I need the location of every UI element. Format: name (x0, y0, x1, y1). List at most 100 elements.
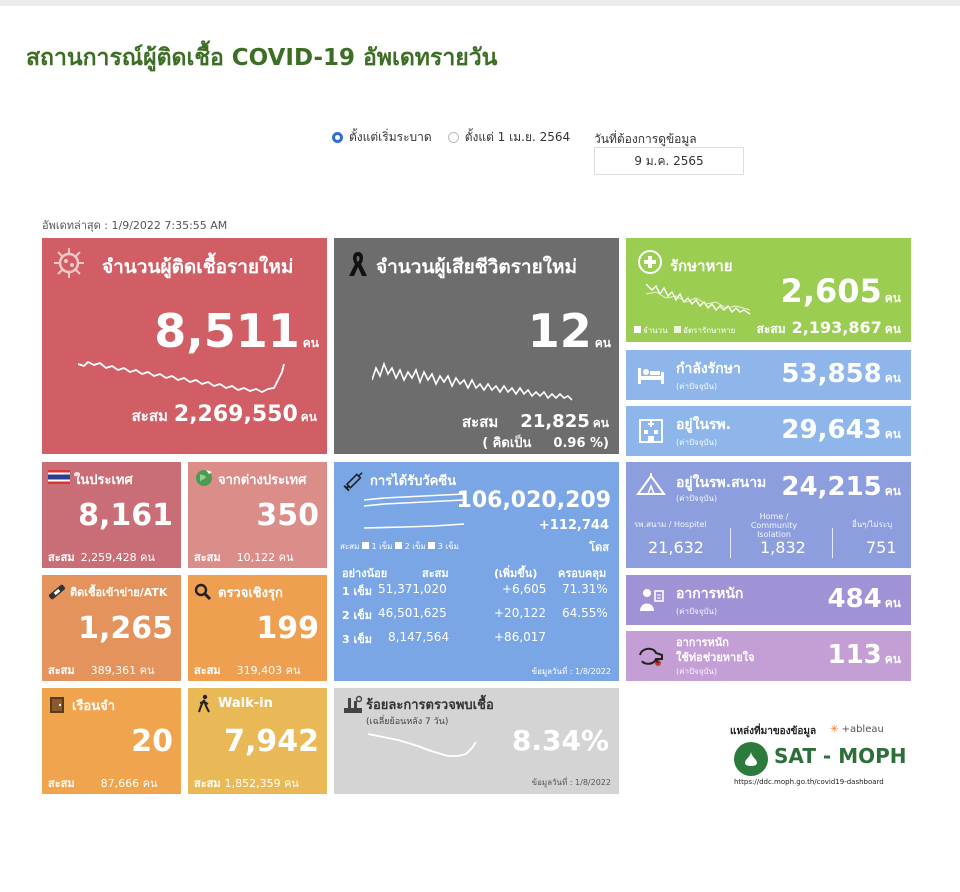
vaccine-legend-prefix: สะสม (340, 542, 360, 551)
active-search-cum-value: 319,403 (236, 664, 283, 677)
radio-selected-icon (332, 132, 343, 143)
recovered-tile: รักษาหาย 2,605 คน จำนวน อัตรารักษาหาย สะส… (626, 238, 911, 342)
positivity-note: ข้อมูลวันที่ : 1/8/2022 (531, 778, 611, 787)
positivity-sub: (เฉลี่ยย้อนหลัง 7 วัน) (366, 717, 449, 727)
search-icon (194, 583, 212, 601)
vaccine-legend: สะสม 1 เข็ม 2 เข็ม 3 เข็ม (340, 540, 459, 553)
radio-since-outbreak-label: ตั้งแต่เริ่มระบาด (349, 130, 432, 144)
vaccine-row-cum: 8,147,564 (388, 630, 450, 644)
new-deaths-value: 12 (527, 304, 592, 358)
imported-label: จากต่างประเทศ (218, 473, 307, 488)
positivity-sparkline (368, 728, 478, 764)
field-hospital-unit: คน (884, 484, 901, 498)
vaccine-legend-1: 1 เข็ม (371, 542, 393, 551)
new-deaths-rate-row: ( คิดเป็น 0.96 %) (482, 432, 609, 453)
prison-cum-unit: คน (142, 777, 158, 790)
vaccine-row: 1 เข็ม 51,371,020 +6,605 71.31% (342, 582, 612, 606)
vaccine-total: 106,020,209 (456, 488, 611, 513)
vaccine-row-dose: 2 เข็ม (342, 609, 373, 622)
vaccine-table-header: อย่างน้อย สะสม (เพิ่มขึ้น) ครอบคลุม (342, 564, 612, 582)
legend-box-icon (361, 542, 369, 549)
ventilator-label1: อาการหนัก (676, 636, 729, 649)
prison-cum-row: สะสม 87,666 คน (48, 774, 157, 792)
doctor-icon (638, 585, 664, 615)
severe-tile: อาการหนัก (ค่าปัจจุบัน) 484 คน (626, 575, 911, 625)
radio-since-april-label: ตั้งแต่ 1 เม.ย. 2564 (464, 130, 571, 144)
imported-tile: จากต่างประเทศ 350 สะสม 10,122 คน (188, 462, 327, 568)
imported-cum-row: สะสม 10,122 คน (194, 548, 293, 566)
treating-value-row: 53,858 คน (781, 359, 901, 389)
new-deaths-cum-unit: คน (592, 416, 609, 430)
radio-unselected-icon (447, 132, 459, 143)
last-updated: อัพเดทล่าสุด : 1/9/2022 7:35:55 AM (42, 219, 228, 232)
atk-cum-value: 389,361 (90, 664, 137, 677)
domestic-tile: ในประเทศ 8,161 สะสม 2,259,428 คน (42, 462, 181, 568)
in-hospital-unit: คน (884, 427, 901, 441)
hospital-bed-icon (636, 362, 666, 388)
new-deaths-label: จำนวนผู้เสียชีวิตรายใหม่ (376, 256, 578, 278)
domestic-cum-value: 2,259,428 (80, 551, 137, 564)
recovered-sparkline (646, 280, 752, 316)
positivity-tile: ร้อยละการตรวจพบเชื้อ (เฉลี่ยย้อนหลัง 7 ว… (334, 688, 619, 794)
vaccine-row-cum: 51,371,020 (378, 582, 447, 596)
vaccine-increase: +112,744 (538, 518, 609, 533)
active-search-value: 199 (256, 611, 319, 646)
in-hospital-sub: (ค่าปัจจุบัน) (676, 438, 718, 447)
atk-label: ติดเชื้อเข้าข่าย/ATK (70, 586, 168, 599)
walking-person-icon (196, 694, 212, 714)
radio-since-outbreak[interactable]: ตั้งแต่เริ่มระบาด (332, 128, 432, 147)
recovered-legend: จำนวน อัตรารักษาหาย (634, 324, 735, 337)
syringe-icon (342, 468, 366, 492)
vaccine-table: อย่างน้อย สะสม (เพิ่มขึ้น) ครอบคลุม 1 เข… (342, 564, 612, 654)
new-cases-value: 8,511 (154, 304, 300, 358)
divider (832, 528, 833, 558)
active-search-tile: ตรวจเชิงรุก 199 สะสม 319,403 คน (188, 575, 327, 681)
date-input[interactable]: 9 ม.ค. 2565 (594, 147, 744, 175)
source-block: แหล่งที่มาของข้อมูล ✳ +ableau SAT - MOPH… (730, 724, 910, 794)
new-cases-cum-row: สะสม 2,269,550 คน (132, 402, 317, 428)
new-deaths-unit: คน (594, 336, 611, 350)
walkin-value: 7,942 (224, 724, 319, 759)
active-search-label: ตรวจเชิงรุก (218, 586, 283, 601)
recovered-cum-row: สะสม 2,193,867 คน (757, 318, 901, 339)
tableau-icon: ✳ (830, 724, 839, 735)
positivity-value: 8.34% (511, 724, 609, 757)
atk-cum-label: สะสม (48, 664, 75, 677)
new-deaths-sparkline (372, 358, 578, 402)
vaccine-tile: การได้รับวัคซีน 106,020,209 +112,744 สะส… (334, 462, 619, 681)
recovered-value: 2,605 (780, 272, 882, 310)
recovered-unit: คน (884, 291, 901, 305)
new-cases-unit: คน (302, 336, 319, 350)
vaccine-row-inc: +86,017 (494, 630, 547, 644)
date-label: วันที่ต้องการดูข้อมูล (594, 132, 697, 146)
legend-box-icon (674, 326, 682, 333)
atk-test-icon (46, 581, 68, 603)
domestic-cum-unit: คน (140, 551, 155, 564)
imported-cum-unit: คน (278, 551, 294, 564)
imported-cum-value: 10,122 (236, 551, 276, 564)
vaccine-sparkline (364, 492, 464, 532)
new-cases-cum-label: สะสม (131, 407, 168, 425)
recovered-legend-count: จำนวน (643, 326, 668, 335)
new-deaths-cum-label: สะสม (462, 413, 499, 431)
globe-plane-icon (194, 468, 214, 488)
radio-since-april[interactable]: ตั้งแต่ 1 เม.ย. 2564 (447, 128, 571, 147)
in-hospital-value-row: 29,643 คน (781, 415, 901, 445)
field-hospital-col2-value: 1,832 (760, 538, 806, 557)
atk-value: 1,265 (78, 611, 173, 646)
legend-box-icon (428, 542, 436, 549)
vaccine-legend-3: 3 เข็ม (437, 542, 459, 551)
prison-tile: เรือนจำ 20 สะสม 87,666 คน (42, 688, 181, 794)
source-url[interactable]: https://ddc.moph.go.th/covid19-dashboard (734, 778, 884, 786)
vaccine-row-cum: 46,501,625 (378, 606, 447, 620)
vaccine-legend-2: 2 เข็ม (404, 542, 426, 551)
ventilator-unit: คน (884, 652, 901, 666)
domestic-cum-row: สะสม 2,259,428 คน (48, 548, 155, 566)
vaccine-row-dose: 3 เข็ม (342, 633, 373, 646)
field-hospital-col1-value: 21,632 (648, 538, 704, 557)
field-hospital-col3-label: อื่นๆ/ไม่ระบุ (852, 520, 893, 529)
vaccine-col-cum: สะสม (422, 567, 449, 580)
new-deaths-rate-value: 0.96 %) (553, 436, 609, 451)
medical-cross-icon (638, 250, 662, 274)
field-hospital-value: 24,215 (781, 472, 882, 502)
